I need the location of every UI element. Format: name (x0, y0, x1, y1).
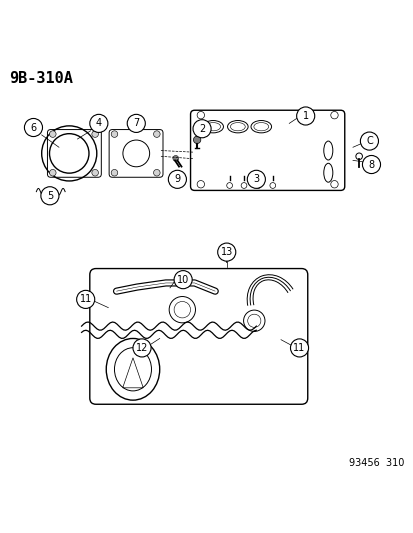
Circle shape (50, 169, 56, 176)
Text: 12: 12 (135, 343, 148, 353)
Circle shape (192, 120, 211, 138)
Circle shape (111, 169, 117, 176)
Text: 5: 5 (47, 191, 53, 201)
Text: 9B-310A: 9B-310A (9, 71, 74, 86)
Text: 2: 2 (199, 124, 205, 134)
Circle shape (76, 290, 95, 309)
Text: 10: 10 (177, 274, 189, 285)
Circle shape (174, 271, 192, 289)
Circle shape (41, 187, 59, 205)
Text: C: C (365, 136, 372, 146)
Circle shape (92, 169, 98, 176)
Circle shape (50, 131, 56, 138)
Circle shape (127, 115, 145, 132)
Circle shape (168, 170, 186, 188)
Circle shape (217, 243, 235, 261)
Text: 7: 7 (133, 118, 139, 128)
Text: 93456  310: 93456 310 (348, 458, 404, 468)
Circle shape (247, 170, 265, 188)
Text: 11: 11 (293, 343, 305, 353)
Circle shape (111, 131, 117, 138)
Text: 13: 13 (220, 247, 232, 257)
Circle shape (24, 118, 43, 136)
Circle shape (92, 131, 98, 138)
Text: 4: 4 (95, 118, 102, 128)
Text: 6: 6 (30, 123, 36, 133)
Text: 9: 9 (174, 174, 180, 184)
Circle shape (193, 136, 200, 143)
Circle shape (173, 156, 178, 161)
Text: 1: 1 (302, 111, 308, 121)
Circle shape (90, 115, 108, 132)
Circle shape (359, 132, 377, 150)
Circle shape (296, 107, 314, 125)
Text: 3: 3 (253, 174, 259, 184)
Circle shape (361, 156, 380, 174)
Circle shape (133, 339, 151, 357)
Text: 8: 8 (368, 159, 374, 169)
Text: 11: 11 (79, 294, 92, 304)
Circle shape (153, 169, 160, 176)
Circle shape (153, 131, 160, 138)
Circle shape (290, 339, 308, 357)
